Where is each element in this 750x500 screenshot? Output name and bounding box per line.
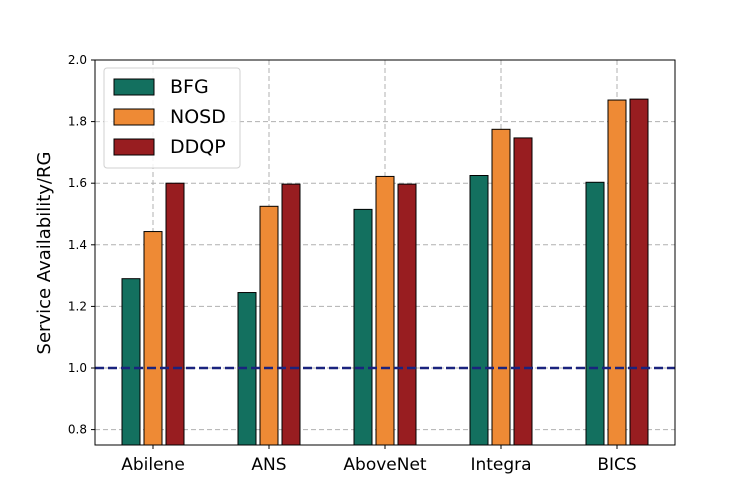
y-tick-label: 1.2 [68,299,87,313]
bar-nosd-abilene [143,231,163,446]
legend-swatch [113,108,155,126]
legend-swatch [113,138,155,156]
y-tick-label: 1.6 [68,176,87,190]
bar-bfg-abovenet [353,208,373,446]
x-tick-label: BICS [597,455,636,475]
bar-ddqp-abilene [165,182,185,446]
x-tick-label: ANS [251,455,286,475]
legend: BFG NOSD DDQP [103,67,241,169]
legend-label: NOSD [170,106,226,128]
y-tick-label: 1.4 [68,238,87,252]
bar-ddqp-abovenet [397,183,417,446]
x-axis: Abilene ANS AboveNet Integra BICS [121,445,637,475]
bar-nosd-ans [259,205,279,446]
y-tick-label: 0.8 [68,423,87,437]
y-tick-label: 2.0 [68,53,87,67]
x-tick-label: Abilene [121,455,185,475]
bar-ddqp-integra [513,137,533,446]
y-tick-label: 1.0 [68,361,87,375]
bar-ddqp-ans [281,183,301,446]
bar-nosd-abovenet [375,175,395,446]
legend-label: BFG [170,76,209,98]
bar-nosd-integra [491,128,511,446]
legend-label: DDQP [170,136,226,158]
bar-bfg-abilene [121,278,141,446]
bar-bfg-bics [585,181,605,446]
x-tick-label: AboveNet [343,455,427,475]
y-tick-label: 1.8 [68,115,87,129]
legend-swatch [113,78,155,96]
bar-bfg-integra [469,175,489,446]
bar-nosd-bics [607,99,627,446]
x-tick-label: Integra [470,455,531,475]
y-axis: 0.8 1.0 1.2 1.4 1.6 1.8 2.0 [68,53,95,437]
bar-ddqp-bics [629,98,649,446]
y-axis-title: Service Availability/RG [34,152,55,355]
